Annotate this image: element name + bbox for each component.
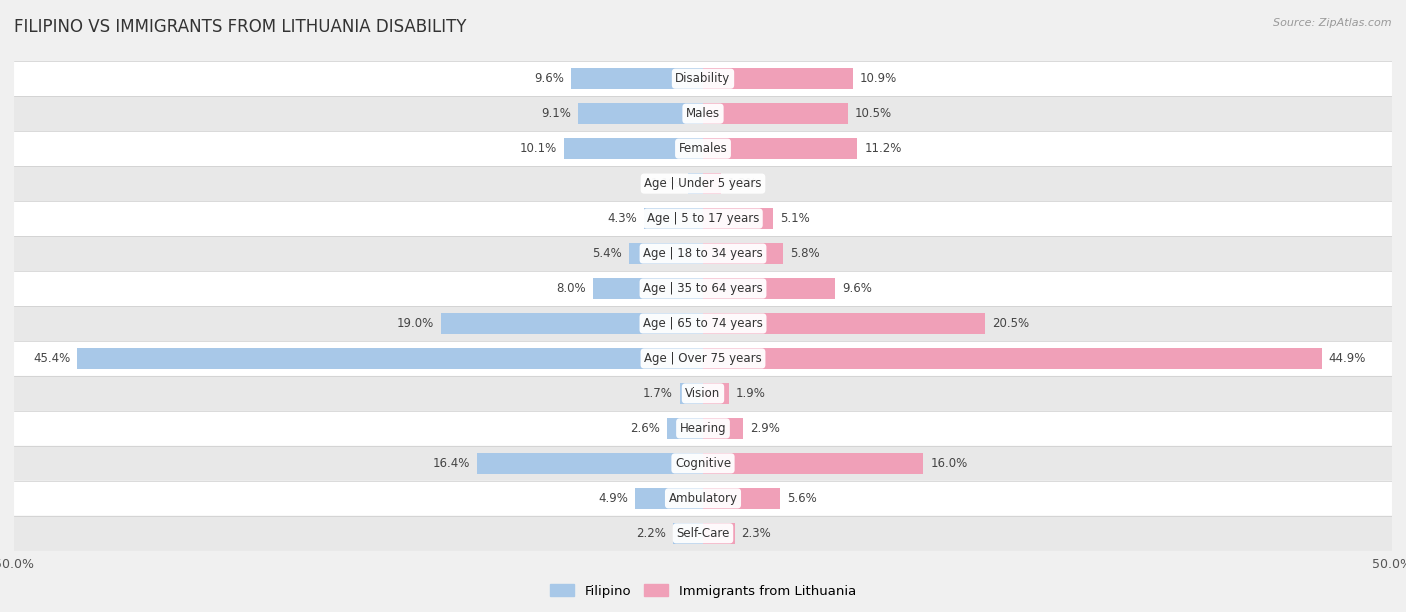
- Text: 9.1%: 9.1%: [541, 107, 571, 120]
- Text: 9.6%: 9.6%: [534, 72, 564, 85]
- Text: 44.9%: 44.9%: [1329, 352, 1367, 365]
- FancyBboxPatch shape: [14, 411, 1392, 446]
- Text: 45.4%: 45.4%: [34, 352, 70, 365]
- Text: Age | Under 5 years: Age | Under 5 years: [644, 177, 762, 190]
- Text: Cognitive: Cognitive: [675, 457, 731, 470]
- Text: 1.3%: 1.3%: [728, 177, 758, 190]
- Text: 5.4%: 5.4%: [592, 247, 621, 260]
- Text: 5.8%: 5.8%: [790, 247, 820, 260]
- FancyBboxPatch shape: [14, 446, 1392, 481]
- Text: 9.6%: 9.6%: [842, 282, 872, 295]
- FancyBboxPatch shape: [14, 166, 1392, 201]
- Text: Source: ZipAtlas.com: Source: ZipAtlas.com: [1274, 18, 1392, 28]
- Bar: [578, 103, 703, 124]
- Text: 10.1%: 10.1%: [520, 142, 557, 155]
- FancyBboxPatch shape: [14, 201, 1392, 236]
- FancyBboxPatch shape: [14, 376, 1392, 411]
- Text: Age | 65 to 74 years: Age | 65 to 74 years: [643, 317, 763, 330]
- FancyBboxPatch shape: [14, 96, 1392, 131]
- Bar: [703, 208, 773, 229]
- Text: Age | 18 to 34 years: Age | 18 to 34 years: [643, 247, 763, 260]
- Text: Males: Males: [686, 107, 720, 120]
- Bar: [672, 523, 703, 544]
- Bar: [441, 313, 703, 334]
- Text: 20.5%: 20.5%: [993, 317, 1029, 330]
- Text: 2.9%: 2.9%: [749, 422, 780, 435]
- Bar: [668, 418, 703, 439]
- Bar: [703, 103, 848, 124]
- Bar: [77, 348, 703, 369]
- Bar: [703, 313, 986, 334]
- Bar: [703, 278, 835, 299]
- Bar: [703, 243, 783, 264]
- Text: FILIPINO VS IMMIGRANTS FROM LITHUANIA DISABILITY: FILIPINO VS IMMIGRANTS FROM LITHUANIA DI…: [14, 18, 467, 36]
- Text: 2.3%: 2.3%: [741, 527, 772, 540]
- FancyBboxPatch shape: [14, 236, 1392, 271]
- Bar: [679, 383, 703, 404]
- Bar: [703, 418, 742, 439]
- Text: 8.0%: 8.0%: [557, 282, 586, 295]
- Text: 1.9%: 1.9%: [737, 387, 766, 400]
- Text: 2.6%: 2.6%: [630, 422, 661, 435]
- FancyBboxPatch shape: [14, 306, 1392, 341]
- Bar: [564, 138, 703, 159]
- Bar: [688, 173, 703, 194]
- Text: 5.1%: 5.1%: [780, 212, 810, 225]
- Text: Females: Females: [679, 142, 727, 155]
- Text: 11.2%: 11.2%: [865, 142, 901, 155]
- Bar: [703, 138, 858, 159]
- Text: 4.3%: 4.3%: [607, 212, 637, 225]
- Text: Vision: Vision: [685, 387, 721, 400]
- Text: 19.0%: 19.0%: [396, 317, 434, 330]
- Bar: [703, 488, 780, 509]
- Bar: [703, 523, 735, 544]
- Text: 10.5%: 10.5%: [855, 107, 891, 120]
- Bar: [628, 243, 703, 264]
- Text: 4.9%: 4.9%: [599, 492, 628, 505]
- Text: 5.6%: 5.6%: [787, 492, 817, 505]
- Text: Age | 35 to 64 years: Age | 35 to 64 years: [643, 282, 763, 295]
- Legend: Filipino, Immigrants from Lithuania: Filipino, Immigrants from Lithuania: [546, 579, 860, 603]
- Bar: [703, 68, 853, 89]
- Bar: [477, 453, 703, 474]
- FancyBboxPatch shape: [14, 61, 1392, 96]
- Text: Self-Care: Self-Care: [676, 527, 730, 540]
- Bar: [644, 208, 703, 229]
- Bar: [703, 173, 721, 194]
- Text: 2.2%: 2.2%: [636, 527, 666, 540]
- Text: 10.9%: 10.9%: [860, 72, 897, 85]
- Bar: [703, 348, 1322, 369]
- Text: 16.0%: 16.0%: [931, 457, 967, 470]
- Text: Disability: Disability: [675, 72, 731, 85]
- Text: Hearing: Hearing: [679, 422, 727, 435]
- Text: Age | Over 75 years: Age | Over 75 years: [644, 352, 762, 365]
- Bar: [636, 488, 703, 509]
- FancyBboxPatch shape: [14, 271, 1392, 306]
- Bar: [703, 383, 730, 404]
- Bar: [703, 453, 924, 474]
- Bar: [593, 278, 703, 299]
- Bar: [571, 68, 703, 89]
- FancyBboxPatch shape: [14, 341, 1392, 376]
- Text: 16.4%: 16.4%: [433, 457, 470, 470]
- Text: Ambulatory: Ambulatory: [668, 492, 738, 505]
- FancyBboxPatch shape: [14, 516, 1392, 551]
- Text: 1.7%: 1.7%: [643, 387, 672, 400]
- FancyBboxPatch shape: [14, 131, 1392, 166]
- Text: Age | 5 to 17 years: Age | 5 to 17 years: [647, 212, 759, 225]
- Text: 1.1%: 1.1%: [651, 177, 681, 190]
- FancyBboxPatch shape: [14, 481, 1392, 516]
